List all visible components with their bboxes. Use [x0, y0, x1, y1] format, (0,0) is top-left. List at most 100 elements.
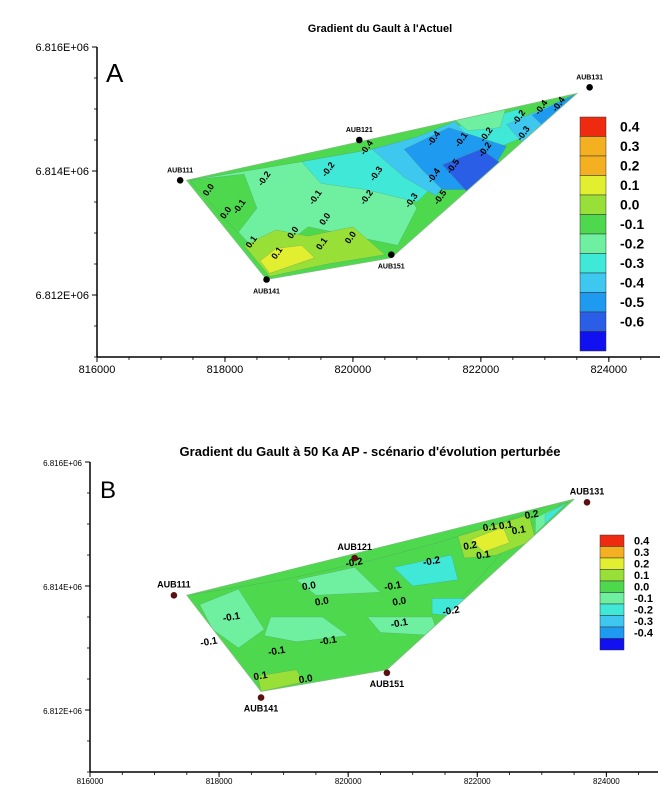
legend-label: -0.6: [620, 314, 644, 330]
y-tick-label: 6.812E+06: [43, 707, 82, 716]
legend-label: 0.3: [634, 547, 649, 559]
x-tick-label: 816000: [77, 777, 104, 786]
well-label: AUB141: [244, 704, 279, 714]
contour-zone: [189, 173, 258, 234]
contour-label: -0.1: [200, 635, 219, 649]
panel-letter: A: [106, 58, 124, 88]
contour-label: 0.0: [298, 673, 314, 686]
well-label: AUB111: [157, 579, 191, 589]
chart-a: Gradient du Gault à l'Actuel 816000 818000…: [35, 23, 660, 376]
well-marker: [263, 276, 270, 283]
legend-label: -0.3: [634, 616, 653, 628]
well-label: AUB151: [370, 679, 405, 689]
contour-zone: [257, 669, 304, 692]
legend-label: 0.1: [620, 177, 640, 193]
well-label: AUB111: [167, 167, 193, 174]
well-marker: [176, 177, 184, 184]
legend-swatch: [599, 603, 625, 616]
chart-title: Gradient du Gault à l'Actuel: [308, 23, 452, 35]
legend-swatch: [579, 175, 607, 196]
legend-swatch: [599, 638, 625, 651]
legend-label: -0.2: [620, 236, 644, 252]
panel-b: Gradient du Gault à 50 Ka AP - scénario …: [0, 420, 671, 801]
legend-swatch: [579, 311, 607, 332]
legend-swatch: [579, 136, 607, 157]
x-tick-label: 824000: [593, 777, 620, 786]
well-marker: [257, 694, 265, 701]
legend-swatch: [579, 331, 607, 352]
panel-a: Gradient du Gault à l'Actuel 816000 818000…: [0, 0, 671, 392]
contour-label: -0.2: [422, 555, 441, 569]
contour-zone: [199, 588, 265, 649]
y-tick-label: 6.814E+06: [43, 583, 82, 592]
legend-label: 0.0: [620, 197, 640, 213]
contour-label: 0.1: [253, 670, 269, 683]
legend-swatch: [579, 194, 607, 215]
legend-label: -0.5: [620, 294, 644, 310]
x-tick-label: 822000: [463, 364, 500, 376]
contour-zones: [189, 93, 577, 277]
x-tick-label: 824000: [590, 364, 627, 376]
legend-swatch: [599, 580, 625, 593]
x-tick-label: 818000: [207, 364, 244, 376]
contour-zone: [264, 616, 349, 643]
well-label: AUB141: [253, 289, 280, 296]
x-tick-label: 820000: [335, 777, 362, 786]
legend-label: -0.3: [620, 255, 644, 271]
chart-title: Gradient du Gault à 50 Ka AP - scénario …: [180, 444, 561, 459]
y-tick-label: 6.816E+06: [43, 459, 82, 468]
legend-swatch: [579, 253, 607, 274]
contour-zone: [544, 502, 568, 525]
chart-b: Gradient du Gault à 50 Ka AP - scénario …: [43, 444, 658, 786]
contour-label: 0.2: [463, 540, 479, 553]
well-label: AUB131: [576, 74, 603, 81]
panel-letter: B: [100, 477, 116, 504]
well-marker: [356, 136, 363, 144]
contour-label: 0.2: [524, 509, 540, 522]
contour-label: -0.1: [267, 645, 286, 659]
contour-zone: [392, 554, 459, 587]
legend-label: 0.4: [634, 536, 650, 548]
y-tick-label: 6.812E+06: [35, 290, 89, 302]
contour-label: 0.1: [498, 519, 514, 532]
x-tick-label: 820000: [335, 364, 372, 376]
contour-label: -0.1: [390, 617, 409, 631]
legend-label: 0.4: [620, 119, 640, 135]
contour-label: 0.0: [314, 595, 330, 608]
well-marker: [383, 669, 391, 677]
y-tick-label: 6.814E+06: [35, 166, 89, 178]
contour-label: -0.1: [383, 580, 402, 594]
legend-label: -0.4: [634, 628, 654, 640]
x-tick-label: 818000: [206, 777, 233, 786]
well-marker: [583, 499, 591, 506]
well-marker: [586, 84, 593, 91]
well-label: AUB121: [337, 542, 372, 552]
legend-label: 0.2: [620, 158, 640, 174]
well-marker: [387, 251, 395, 258]
legend-swatch: [599, 546, 625, 559]
legend-swatch: [599, 592, 625, 605]
legend-label: 0.1: [634, 570, 649, 582]
contour-label: -0.2: [345, 556, 364, 570]
legend-swatch: [579, 272, 607, 293]
contour-zones: [186, 499, 568, 692]
legend-label: 0.3: [620, 138, 640, 154]
contour-label: 0.1: [475, 549, 491, 562]
legend-swatch: [579, 292, 607, 313]
legend-swatch: [599, 557, 625, 570]
legend-swatch: [599, 626, 625, 639]
legend-swatch: [579, 116, 607, 137]
contour-zone: [259, 245, 315, 274]
well-label: AUB121: [346, 127, 373, 134]
well-label: AUB151: [378, 264, 405, 271]
well-marker: [351, 554, 358, 562]
well-marker: [170, 592, 178, 599]
contour-label: -0.1: [319, 634, 338, 648]
contour-zone: [296, 567, 381, 596]
contour-label: -0.2: [442, 604, 461, 618]
contour-zone: [470, 526, 510, 553]
legend-swatch: [599, 615, 625, 628]
well-label: AUB131: [570, 486, 605, 496]
contour-label: 0.1: [511, 524, 527, 537]
contour-label: 0.1: [482, 521, 498, 534]
